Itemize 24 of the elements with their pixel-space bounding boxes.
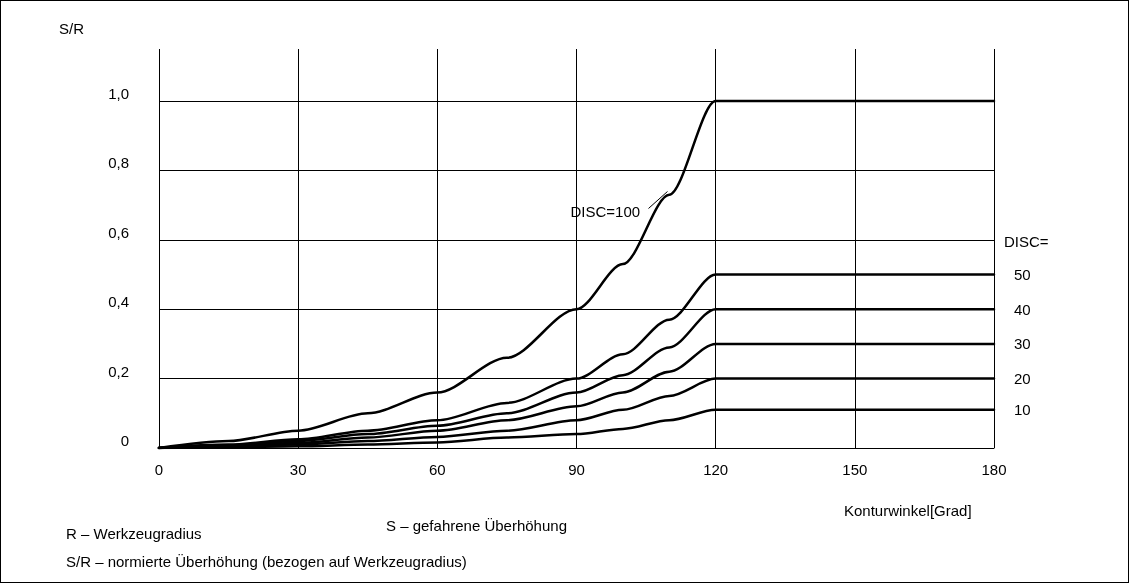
y-tick-label: 0,6 [108,223,129,241]
y-tick-label: 0 [120,432,129,449]
series-label: 40 [1014,300,1031,318]
y-axis-title: S/R [59,20,85,37]
x-tick-label: 150 [842,461,868,478]
series-label: 30 [1014,335,1031,353]
text: S – gefahrene Überhöhung [386,517,567,534]
text: R – Werkzeugradius [66,525,202,542]
series-label: 10 [1014,401,1031,419]
x-tick-label: 0 [154,461,164,478]
text: S/R – normierte Überhöhung (bezogen auf Werkzeugradius) [66,553,467,570]
x-tick-label: 90 [568,461,585,478]
legend-title: DISC= [1004,232,1049,250]
x-tick-label: 30 [289,461,307,478]
y-tick-label: 1,0 [108,85,129,103]
x-axis-title: Konturwinkel[Grad] [844,502,972,519]
x-tick-label: 180 [981,461,1007,478]
y-tick-label: 0,8 [108,154,129,172]
series-label: 50 [1014,266,1031,284]
x-tick-label: 60 [428,461,446,478]
series-label: 20 [1014,370,1031,388]
x-tick-label: 120 [703,461,729,478]
y-tick-label: 0,2 [108,362,129,380]
y-tick-label: 0,4 [108,293,129,311]
